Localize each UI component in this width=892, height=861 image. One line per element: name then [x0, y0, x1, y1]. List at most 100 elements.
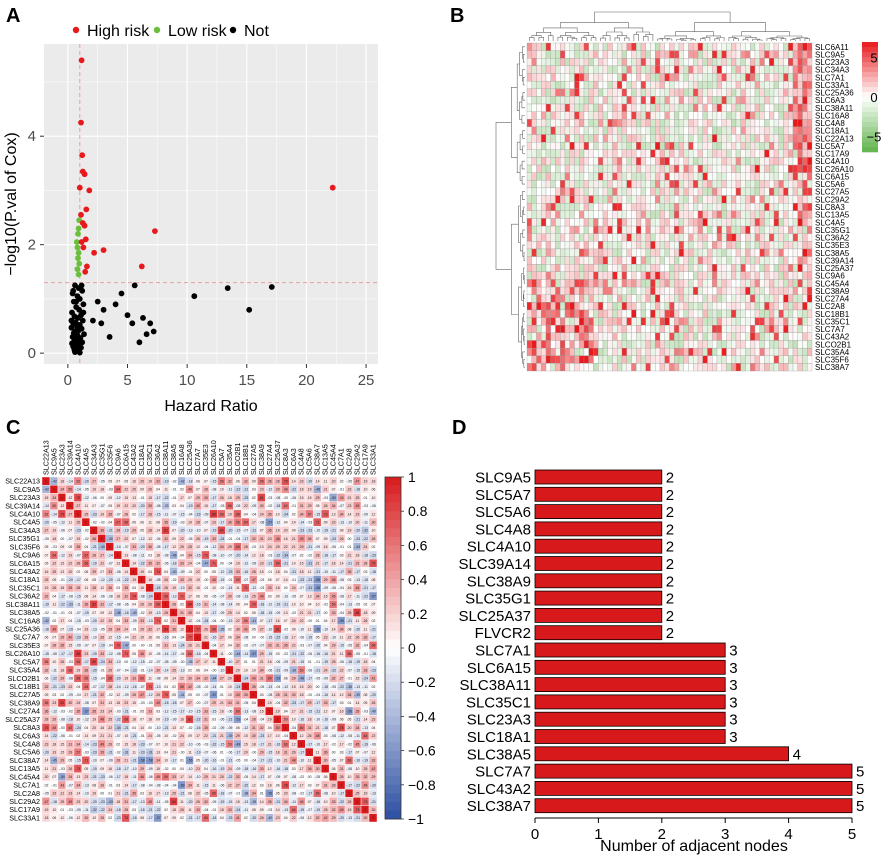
panel-b-cell: [532, 58, 537, 66]
panel-b-cell: [670, 272, 675, 280]
panel-c-cell-value: .14: [315, 479, 320, 483]
panel-b-cell: [579, 340, 584, 348]
panel-b-cell: [665, 218, 670, 226]
panel-b-cell: [750, 81, 755, 89]
panel-c-cell-value: -.10: [227, 660, 233, 664]
panel-c-cell-value: -.13: [346, 603, 352, 607]
panel-b-cell: [646, 203, 651, 211]
panel-b-cell: [807, 81, 812, 89]
panel-b-cell: [670, 150, 675, 158]
panel-c-cell-value: .24: [291, 586, 296, 590]
panel-c-cell-value: .22: [123, 537, 128, 541]
panel-c-cell-value: .00: [203, 570, 208, 574]
panel-b-cell: [636, 135, 641, 143]
panel-b-cell: [617, 51, 622, 59]
panel-c-cell-value: -.16: [242, 570, 248, 574]
panel-b-cell: [575, 279, 580, 287]
panel-b-cell: [727, 272, 732, 280]
panel-b-cell: [793, 356, 798, 364]
panel-b-cell: [727, 43, 732, 51]
panel-b-cell: [617, 356, 622, 364]
panel-c-cell-value: .21: [203, 635, 208, 639]
panel-c-cell-value: -.02: [43, 611, 49, 615]
panel-c-cell-value: -.13: [354, 578, 360, 582]
panel-c-cell-value: 1: [189, 627, 191, 631]
panel-c-cell-value: .81: [259, 496, 264, 500]
panel-b-cell: [746, 89, 751, 97]
panel-b-cell: [731, 66, 736, 74]
panel-b-cell: [731, 51, 736, 59]
panel-b-cell: [651, 188, 656, 196]
panel-b-cell: [698, 272, 703, 280]
panel-c-cell-value: .56: [219, 479, 224, 483]
panel-b-cell: [541, 348, 546, 356]
panel-b-cell: [579, 279, 584, 287]
panel-b-cell: [622, 325, 627, 333]
panel-b-cell: [689, 96, 694, 104]
panel-b-cell: [674, 180, 679, 188]
panel-b-cell: [717, 264, 722, 272]
panel-b-cell: [589, 241, 594, 249]
panel-b-cell: [532, 127, 537, 135]
panel-c-cell-value: -.04: [211, 619, 217, 623]
panel-b-cell: [746, 66, 751, 74]
panel-c-cell-value: .15: [60, 562, 65, 566]
panel-b-cell: [570, 333, 575, 341]
panel-b-cell: [717, 234, 722, 242]
panel-b-cell: [651, 203, 656, 211]
panel-b-cell: [646, 196, 651, 204]
panel-b-cell: [746, 196, 751, 204]
panel-c-cell-value: .09: [371, 611, 376, 615]
panel-b-cell: [674, 340, 679, 348]
panel-c-cell-value: -.01: [338, 488, 344, 492]
panel-b-cell: [660, 89, 665, 97]
panel-b-cell: [622, 66, 627, 74]
panel-a-point-not: [225, 285, 231, 291]
panel-b-cell: [698, 295, 703, 303]
panel-b-cell: [613, 142, 618, 150]
panel-b-cell: [727, 150, 732, 158]
panel-b-cell: [788, 363, 793, 371]
panel-b-cell: [636, 272, 641, 280]
panel-c-cell-value: .20: [68, 570, 73, 574]
panel-b-cell: [774, 173, 779, 181]
panel-b-cell: [788, 272, 793, 280]
panel-b-cell: [703, 279, 708, 287]
panel-c-cell-value: 1: [165, 603, 167, 607]
panel-b-cell: [622, 302, 627, 310]
panel-b-cell: [703, 333, 708, 341]
panel-b-cell: [589, 226, 594, 234]
panel-b-cell: [679, 96, 684, 104]
panel-b-cell: [708, 295, 713, 303]
panel-b-cell: [646, 241, 651, 249]
panel-a-point-high-risk: [79, 239, 85, 245]
panel-b-cell: [798, 211, 803, 219]
panel-b-cell: [803, 356, 808, 364]
panel-b-cell: [537, 363, 542, 371]
panel-b-cell: [589, 135, 594, 143]
panel-b-cell: [670, 196, 675, 204]
panel-b-cell: [731, 295, 736, 303]
panel-b-cell: [575, 89, 580, 97]
panel-b-cell: [703, 295, 708, 303]
panel-c-cell-value: .16: [147, 635, 152, 639]
panel-b-cell: [660, 302, 665, 310]
panel-b-cell: [579, 157, 584, 165]
panel-c-cell-value: .23: [211, 520, 216, 524]
panel-b-cell: [708, 180, 713, 188]
panel-b-scale-segment: [862, 72, 878, 77]
panel-b-cell: [717, 272, 722, 280]
panel-b-cell: [784, 135, 789, 143]
panel-b-cell: [632, 287, 637, 295]
panel-b-cell: [693, 257, 698, 265]
panel-b-cell: [712, 287, 717, 295]
panel-b-cell: [670, 226, 675, 234]
panel-b-cell: [750, 173, 755, 181]
panel-b-cell: [784, 249, 789, 257]
panel-b-cell: [727, 241, 732, 249]
panel-c-cell-value: -.21: [107, 529, 113, 533]
panel-b-cell: [655, 188, 660, 196]
panel-b-cell: [750, 89, 755, 97]
panel-b-cell: [722, 142, 727, 150]
panel-b-cell: [769, 127, 774, 135]
